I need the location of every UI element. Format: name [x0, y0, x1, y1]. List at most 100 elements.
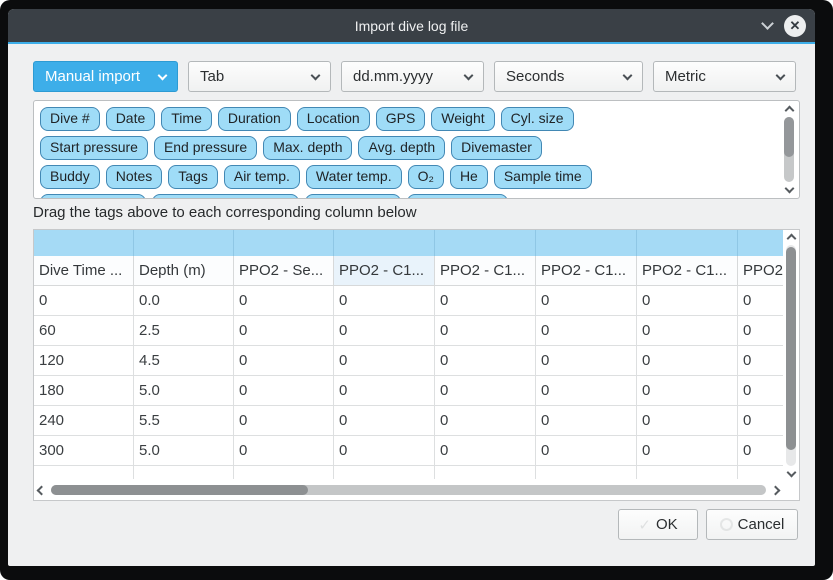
scrollbar-thumb[interactable] — [786, 247, 796, 451]
table-cell: 0 — [738, 406, 783, 435]
drop-target-cell[interactable] — [637, 230, 738, 256]
tag-chip[interactable]: Avg. depth — [358, 136, 446, 160]
table-cell: 0 — [234, 436, 334, 465]
tag-chip[interactable]: Buddy — [40, 165, 100, 189]
tag-chip[interactable]: Start pressure — [40, 136, 148, 160]
chevron-down-icon — [622, 70, 633, 80]
scrollbar-thumb[interactable] — [51, 485, 309, 495]
table-cell — [637, 466, 738, 479]
tag-chip[interactable]: Water temp. — [305, 165, 402, 189]
table-cell — [738, 466, 783, 479]
table-cell: 0 — [536, 316, 637, 345]
tag-chip[interactable]: Notes — [105, 165, 163, 189]
column-header[interactable]: PPO2 - C1... — [738, 256, 783, 285]
chevron-right-icon[interactable] — [770, 485, 781, 495]
cancel-button-label: Cancel — [737, 516, 785, 533]
table-cell: 0 — [637, 436, 738, 465]
column-header[interactable]: PPO2 - C1... — [637, 256, 738, 285]
close-button[interactable]: ✕ — [784, 14, 806, 37]
drop-target-cell[interactable] — [334, 230, 435, 256]
tag-chip[interactable]: Max. depth — [263, 136, 353, 160]
table-cell: 0 — [334, 436, 435, 465]
table-cell: 0 — [334, 286, 435, 315]
tag-chip[interactable]: Time — [161, 107, 212, 131]
chevron-up-icon[interactable] — [786, 233, 796, 244]
drop-target-cell[interactable] — [435, 230, 536, 256]
drop-target-cell[interactable] — [34, 230, 134, 256]
cancel-button[interactable]: Cancel — [706, 509, 798, 540]
units-select[interactable]: Metric — [653, 61, 796, 92]
titlebar[interactable]: Import dive log file ✕ — [8, 9, 815, 44]
column-header[interactable]: PPO2 - C1... — [435, 256, 536, 285]
table-cell: 0 — [536, 376, 637, 405]
ok-button-label: OK — [655, 516, 678, 533]
table-vertical-scrollbar[interactable] — [784, 232, 798, 479]
tag-chip[interactable]: He — [449, 165, 488, 189]
tag-chip[interactable]: O₂ — [407, 165, 444, 189]
date-format-select[interactable]: dd.mm.yyyy — [341, 61, 484, 92]
tags-list: Dive # Date Time Duration Location GPS Weight C… — [34, 101, 799, 198]
table-cell: 5.5 — [134, 406, 234, 435]
drop-target-cell[interactable] — [234, 230, 334, 256]
tag-chip[interactable]: Location — [296, 107, 370, 131]
tag-chip[interactable]: Dive # — [40, 107, 100, 131]
drop-target-cell[interactable] — [134, 230, 234, 256]
column-header[interactable]: PPO2 - C1... — [536, 256, 637, 285]
column-header[interactable]: Depth (m) — [134, 256, 234, 285]
tag-chip[interactable]: Duration — [217, 107, 291, 131]
scrollbar-track[interactable] — [786, 245, 796, 466]
tag-chip[interactable]: Tags — [168, 165, 218, 189]
column-header[interactable]: PPO2 - Se... — [234, 256, 334, 285]
tag-chip[interactable]: Air temp. — [223, 165, 300, 189]
cancel-icon — [719, 518, 733, 531]
chevron-down-icon — [775, 70, 786, 80]
tag-chip[interactable]: Sample pO₂ — [305, 194, 401, 198]
drop-target-cell[interactable] — [738, 230, 783, 256]
scrollbar-track[interactable] — [784, 117, 794, 182]
tag-chip[interactable]: Sample CNS — [406, 194, 508, 198]
chevron-down-icon[interactable] — [761, 17, 774, 30]
table-cell: 0 — [536, 406, 637, 435]
tags-vertical-scrollbar[interactable] — [782, 104, 796, 195]
table-row: 180 5.0 0 0 0 0 0 0 — [34, 376, 783, 406]
column-header[interactable]: Dive Time ... — [34, 256, 134, 285]
import-mode-value: Manual import — [45, 68, 141, 85]
drop-target-cell[interactable] — [536, 230, 637, 256]
import-options-row: Manual import Tab dd.mm.yyyy Seconds Met… — [33, 61, 800, 92]
tag-chip[interactable]: Sample time — [493, 165, 592, 189]
chevron-left-icon[interactable] — [36, 485, 47, 495]
table-cell: 180 — [34, 376, 134, 405]
drop-target-row — [34, 230, 783, 256]
tag-chip[interactable]: GPS — [375, 107, 426, 131]
tag-chip[interactable]: Weight — [431, 107, 495, 131]
table-cell: 0 — [637, 406, 738, 435]
tag-chip[interactable]: Sample depth — [40, 194, 147, 198]
chevron-down-icon[interactable] — [784, 183, 794, 194]
check-icon: ✓ — [638, 516, 651, 534]
table-cell: 0 — [334, 376, 435, 405]
tag-chip[interactable]: Divemaster — [451, 136, 542, 160]
scrollbar-thumb[interactable] — [784, 117, 794, 158]
chevron-up-icon[interactable] — [784, 105, 794, 116]
table-horizontal-scrollbar[interactable] — [36, 482, 781, 498]
scrollbar-track[interactable] — [51, 485, 766, 495]
table-cell: 0 — [234, 286, 334, 315]
tag-chip[interactable]: Date — [105, 107, 156, 131]
tag-chip[interactable]: Sample temperature — [152, 194, 300, 198]
import-mode-select[interactable]: Manual import — [33, 61, 178, 92]
column-header[interactable]: PPO2 - C1... — [334, 256, 435, 285]
table-cell: 0 — [637, 316, 738, 345]
table-cell: 0 — [637, 376, 738, 405]
table-cell: 0 — [234, 346, 334, 375]
tag-chip[interactable]: Cyl. size — [500, 107, 574, 131]
table-cell: 0 — [234, 376, 334, 405]
chevron-down-icon[interactable] — [786, 467, 796, 478]
table-cell: 5.0 — [134, 436, 234, 465]
ok-button[interactable]: ✓ OK — [618, 509, 698, 540]
table-row-partial — [34, 466, 783, 479]
table-row: 60 2.5 0 0 0 0 0 0 — [34, 316, 783, 346]
duration-format-select[interactable]: Seconds — [494, 61, 643, 92]
field-separator-select[interactable]: Tab — [188, 61, 331, 92]
tag-chip[interactable]: End pressure — [153, 136, 258, 160]
